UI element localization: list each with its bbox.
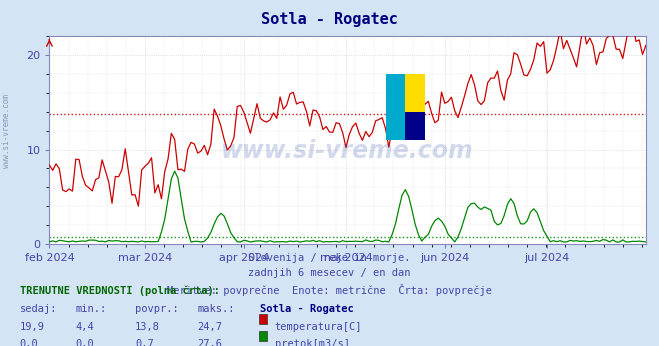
Text: 0,0: 0,0 (20, 339, 38, 346)
Text: maks.:: maks.: (198, 304, 235, 315)
Text: Sotla - Rogatec: Sotla - Rogatec (260, 304, 354, 315)
Text: sedaj:: sedaj: (20, 304, 57, 315)
Text: www.si-vreme.com: www.si-vreme.com (221, 138, 474, 163)
Text: 24,7: 24,7 (198, 322, 223, 332)
Text: temperatura[C]: temperatura[C] (275, 322, 362, 332)
Text: pretok[m3/s]: pretok[m3/s] (275, 339, 350, 346)
Text: 0,7: 0,7 (135, 339, 154, 346)
Text: Meritve: povprečne  Enote: metrične  Črta: povprečje: Meritve: povprečne Enote: metrične Črta:… (167, 284, 492, 296)
Text: 4,4: 4,4 (76, 322, 94, 332)
Text: www.si-vreme.com: www.si-vreme.com (2, 94, 11, 169)
Bar (386, 74, 425, 140)
Text: 13,8: 13,8 (135, 322, 160, 332)
Text: 19,9: 19,9 (20, 322, 45, 332)
Bar (405, 112, 425, 140)
Text: zadnjih 6 mesecev / en dan: zadnjih 6 mesecev / en dan (248, 268, 411, 278)
Text: povpr.:: povpr.: (135, 304, 179, 315)
Text: 0,0: 0,0 (76, 339, 94, 346)
Text: Sotla - Rogatec: Sotla - Rogatec (261, 12, 398, 27)
Text: TRENUTNE VREDNOSTI (polna črta):: TRENUTNE VREDNOSTI (polna črta): (20, 285, 219, 296)
Bar (405, 74, 425, 112)
Text: min.:: min.: (76, 304, 107, 315)
Text: Slovenija / reke in morje.: Slovenija / reke in morje. (248, 253, 411, 263)
Text: 27,6: 27,6 (198, 339, 223, 346)
